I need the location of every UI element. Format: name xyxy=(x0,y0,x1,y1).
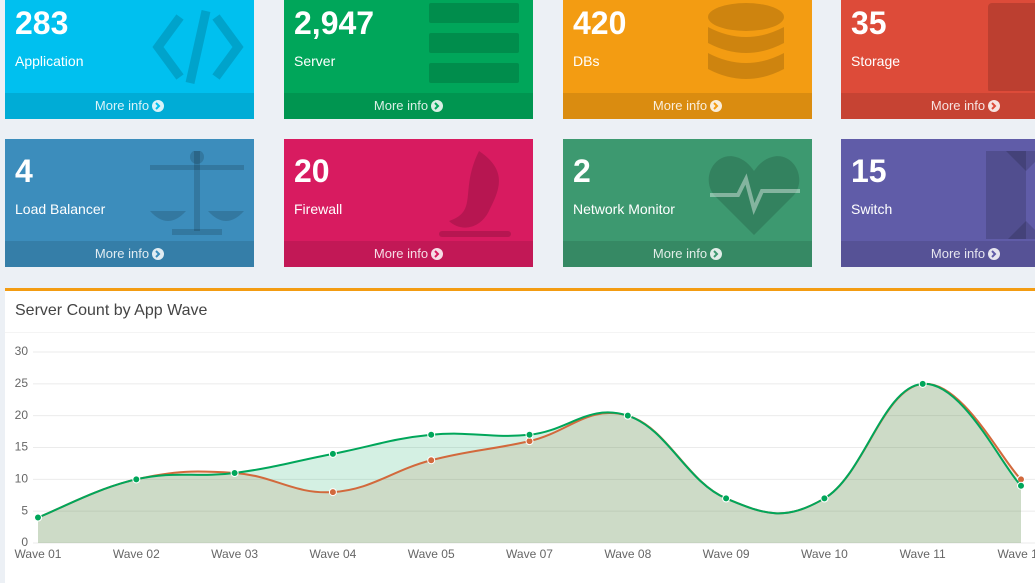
x-tick-label: Wave 07 xyxy=(506,547,553,561)
box-icon xyxy=(439,151,511,237)
data-point xyxy=(230,468,239,477)
more-info-link[interactable]: More info xyxy=(563,241,812,267)
more-info-link[interactable]: More info xyxy=(841,93,1035,119)
arrow-icon xyxy=(152,100,165,112)
more-info-link[interactable]: More info xyxy=(563,93,812,119)
more-info-text: More info xyxy=(652,246,708,261)
box-label: Server xyxy=(294,53,336,69)
data-point xyxy=(820,494,829,503)
box-count: 2,947 xyxy=(294,5,375,41)
box-icon xyxy=(986,151,1035,239)
x-tick-label: Wave 09 xyxy=(703,547,750,561)
arrow-icon xyxy=(431,100,444,112)
more-info-text: More info xyxy=(930,98,986,113)
x-tick-label: Wave 10 xyxy=(801,547,848,561)
data-point xyxy=(1017,481,1025,490)
x-tick-label: Wave 03 xyxy=(211,547,258,561)
box-label: Network Monitor xyxy=(573,201,675,217)
y-tick-label: 10 xyxy=(15,472,29,486)
box-label: Firewall xyxy=(294,201,343,217)
more-info-link[interactable]: More info xyxy=(841,241,1035,267)
more-info-link[interactable]: More info xyxy=(5,93,254,119)
separator xyxy=(5,332,1035,333)
info-box: 283 Application More info xyxy=(5,0,254,119)
box-icon xyxy=(708,156,800,235)
more-info-text: More info xyxy=(94,246,150,261)
more-info-text: More info xyxy=(373,246,429,261)
box-label: Application xyxy=(15,53,84,69)
box-label: DBs xyxy=(573,53,600,69)
series-line xyxy=(37,382,1022,519)
more-info-link[interactable]: More info xyxy=(5,241,254,267)
data-point xyxy=(328,449,337,458)
more-info-text: More info xyxy=(373,98,429,113)
x-tick-label: Wave 04 xyxy=(309,547,356,561)
y-tick-label: 30 xyxy=(15,344,29,358)
more-info-text: More info xyxy=(652,98,708,113)
box-label: Switch xyxy=(851,201,893,217)
info-box: 2 Network Monitor More info xyxy=(563,139,812,267)
chart-title: Server Count by App Wave xyxy=(15,302,208,319)
data-point xyxy=(132,475,141,484)
y-tick-label: 20 xyxy=(15,408,29,422)
box-count: 4 xyxy=(15,153,33,189)
more-info-text: More info xyxy=(94,98,150,113)
data-point xyxy=(722,494,731,503)
y-tick-label: 25 xyxy=(15,376,29,390)
info-box: 2,947 Server More info xyxy=(284,0,533,119)
x-tick-label: Wave 08 xyxy=(604,547,651,561)
more-info-text: More info xyxy=(930,246,986,261)
data-point xyxy=(525,430,534,439)
data-point xyxy=(34,513,42,522)
box-icon xyxy=(150,151,244,235)
box-icon xyxy=(429,3,519,83)
box-label: Storage xyxy=(851,53,901,69)
arrow-icon xyxy=(988,100,1001,112)
data-point xyxy=(328,488,337,497)
box-icon xyxy=(708,3,784,79)
y-tick-label: 5 xyxy=(21,503,28,517)
info-box: 15 Switch More info xyxy=(841,139,1035,267)
box-count: 420 xyxy=(573,5,627,41)
box-count: 283 xyxy=(15,5,69,41)
arrow-icon xyxy=(710,248,723,260)
box-count: 20 xyxy=(294,153,330,189)
info-box: 20 Firewall More info xyxy=(284,139,533,267)
data-point xyxy=(427,430,436,439)
series-area xyxy=(38,383,1021,543)
info-box: 4 Load Balancer More info xyxy=(5,139,254,267)
y-tick-label: 15 xyxy=(15,440,29,454)
box-icon xyxy=(152,10,244,84)
box-label: Load Balancer xyxy=(15,201,106,217)
info-box: 35 Storage More info xyxy=(841,0,1035,119)
more-info-link[interactable]: More info xyxy=(284,93,533,119)
x-tick-label: Wave 02 xyxy=(113,547,160,561)
info-box: 420 DBs More info xyxy=(563,0,812,119)
arrow-icon xyxy=(988,248,1001,260)
x-tick-label: Wave 11 xyxy=(900,547,946,561)
series-area xyxy=(38,383,1021,543)
box-count: 35 xyxy=(851,5,887,41)
data-point xyxy=(918,379,927,388)
x-tick-label: Wave 01 xyxy=(15,547,62,561)
x-tick-label: Wave 12 xyxy=(998,547,1035,561)
arrow-icon xyxy=(152,248,165,260)
box-count: 2 xyxy=(573,153,591,189)
y-tick-label: 0 xyxy=(21,535,28,549)
box-icon xyxy=(988,3,1035,91)
more-info-link[interactable]: More info xyxy=(284,241,533,267)
arrow-icon xyxy=(710,100,723,112)
data-point xyxy=(427,456,436,465)
box-count: 15 xyxy=(851,153,887,189)
x-tick-label: Wave 05 xyxy=(408,547,455,561)
arrow-icon xyxy=(431,248,444,260)
data-point xyxy=(623,411,632,420)
